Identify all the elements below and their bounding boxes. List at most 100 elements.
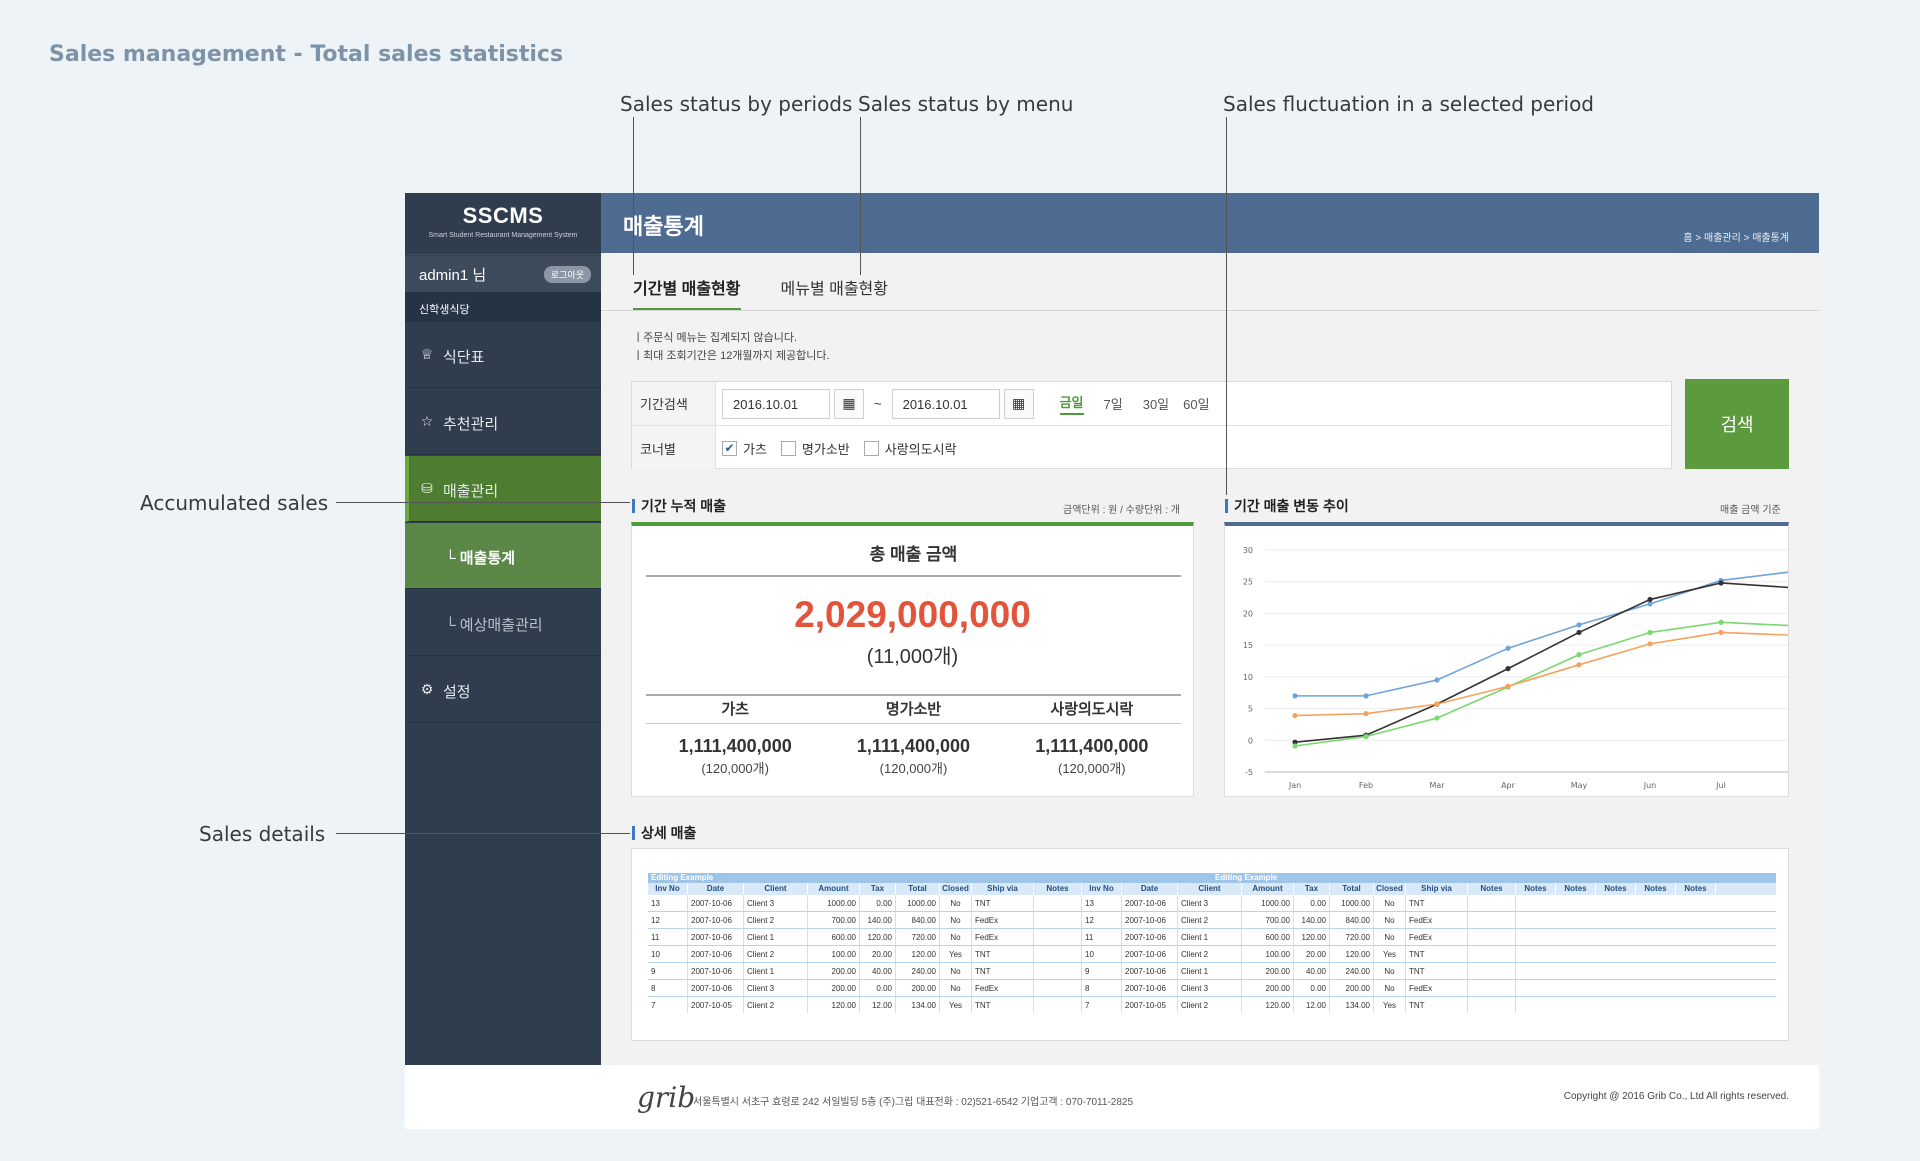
data-point — [1363, 733, 1369, 740]
detail-grid[interactable]: Editing Example Editing Example Inv No Date… — [648, 873, 1776, 1013]
column-header[interactable]: Tax — [860, 883, 896, 895]
grid-caption: Editing Example — [651, 873, 714, 882]
table-cell: 13 — [648, 895, 688, 911]
column-header[interactable]: Inv No — [1082, 883, 1122, 895]
table-cell: 2007-10-06 — [1122, 929, 1178, 945]
table-row[interactable]: 8 2007-10-06 Client 3 200.00 0.00 200.00 No Fed… — [648, 980, 1776, 997]
column-header[interactable]: Notes — [1516, 883, 1556, 895]
table-row[interactable]: 9 2007-10-06 Client 1 200.00 40.00 240.00 No TN… — [648, 963, 1776, 980]
tab-menu[interactable]: 메뉴별 매출현황 — [780, 281, 889, 298]
column-header[interactable]: Notes — [1556, 883, 1596, 895]
x-tick-label: Feb — [1359, 781, 1373, 790]
table-cell — [1468, 963, 1516, 979]
column-header[interactable]: Tax — [1294, 883, 1330, 895]
quick-30days[interactable]: 30일 — [1142, 397, 1170, 412]
table-cell — [1034, 980, 1082, 996]
nav-subitem-sales-stats[interactable]: └ 매출통계 — [405, 523, 601, 589]
column-header[interactable]: Notes — [1676, 883, 1716, 895]
nav-subitem-expected-sales[interactable]: └ 예상매출관리 — [405, 590, 601, 656]
grid-caption-row: Editing Example Editing Example — [648, 873, 1776, 883]
table-cell: 20.00 — [860, 946, 896, 962]
column-header[interactable]: Date — [1122, 883, 1178, 895]
corner-header-row: 가츠 명가소반 사랑의도시락 — [646, 694, 1181, 724]
column-header[interactable]: Closed — [1374, 883, 1406, 895]
table-cell: 11 — [648, 929, 688, 945]
quick-7days[interactable]: 7일 — [1103, 397, 1123, 412]
app-logo[interactable]: SSCMS Smart Student Restaurant Managemen… — [405, 193, 601, 255]
table-cell: FedEx — [972, 912, 1034, 928]
table-cell: Yes — [940, 997, 972, 1013]
table-row[interactable]: 7 2007-10-05 Client 2 120.00 12.00 134.00 Yes T… — [648, 997, 1776, 1013]
data-point — [1434, 715, 1440, 721]
table-cell: 2007-10-05 — [1122, 997, 1178, 1013]
table-cell: 120.00 — [1294, 929, 1330, 945]
table-cell: 2007-10-06 — [688, 929, 744, 945]
date-separator: ~ — [874, 396, 882, 411]
column-header[interactable]: Notes — [1596, 883, 1636, 895]
table-cell — [1034, 895, 1082, 911]
table-row[interactable]: 11 2007-10-06 Client 1 600.00 120.00 720.00 No… — [648, 929, 1776, 946]
table-cell: No — [1374, 980, 1406, 996]
nav-item-menu[interactable]: ♕ 식단표 — [405, 322, 601, 388]
nav-label: 매출관리 — [443, 483, 499, 500]
table-cell: 1000.00 — [1242, 895, 1294, 911]
table-row[interactable]: 12 2007-10-06 Client 2 700.00 140.00 840.00 No… — [648, 912, 1776, 929]
corner-row: 코너별 ✔ 가츠 명가소반 사랑의도시락 — [632, 426, 1671, 470]
table-cell: No — [940, 895, 972, 911]
table-cell — [1034, 912, 1082, 928]
total-sales-amount: 2,029,000,000 — [794, 594, 1031, 635]
table-cell: 720.00 — [1330, 929, 1374, 945]
column-header[interactable]: Total — [896, 883, 940, 895]
table-cell: 7 — [648, 997, 688, 1013]
column-header[interactable]: Client — [1178, 883, 1242, 895]
column-header[interactable]: Amount — [1242, 883, 1294, 895]
calendar-icon[interactable]: ▦ — [834, 388, 864, 419]
nav-item-sales[interactable]: ⛁ 매출관리 — [405, 456, 601, 522]
quick-60days[interactable]: 60일 — [1183, 397, 1210, 412]
logo-subtitle: Smart Student Restaurant Management Syst… — [428, 232, 578, 239]
tab-periods[interactable]: 기간별 매출현황 — [633, 275, 741, 311]
logout-button[interactable]: 로그아웃 — [543, 266, 591, 283]
column-header[interactable]: Notes — [1034, 883, 1082, 895]
data-point — [1292, 743, 1298, 749]
column-header[interactable]: Notes — [1636, 883, 1676, 895]
corner-checkbox-katsu[interactable]: ✔ 가츠 — [722, 439, 767, 458]
table-cell: 0.00 — [860, 980, 896, 996]
checkbox-label: 사랑의도시락 — [884, 441, 957, 457]
column-header[interactable]: Notes — [1468, 883, 1516, 895]
table-cell: Client 3 — [744, 895, 808, 911]
search-button[interactable]: 검색 — [1685, 379, 1789, 469]
date-from-input[interactable]: 2016.10.01 — [722, 388, 830, 419]
nav-item-recommend[interactable]: ☆ 추천관리 — [405, 389, 601, 455]
logo-text: SSCMS — [462, 203, 544, 228]
table-cell: 2007-10-06 — [1122, 963, 1178, 979]
table-row[interactable]: 10 2007-10-06 Client 2 100.00 20.00 120.00 Yes… — [648, 946, 1776, 963]
table-cell — [1034, 963, 1082, 979]
column-header[interactable]: Date — [688, 883, 744, 895]
table-cell: 2007-10-06 — [1122, 946, 1178, 962]
grid-caption: Editing Example — [1215, 873, 1278, 882]
table-row[interactable]: 13 2007-10-06 Client 3 1000.00 0.00 1000.00 No… — [648, 895, 1776, 912]
leader-line — [633, 117, 634, 275]
column-header[interactable]: Inv No — [648, 883, 688, 895]
checkbox[interactable] — [780, 440, 796, 456]
quick-today[interactable]: 금일 — [1059, 392, 1084, 415]
nav-item-settings[interactable]: ⚙ 설정 — [405, 657, 601, 723]
corner-checkbox-dosirak[interactable]: 사랑의도시락 — [863, 439, 957, 458]
table-cell: 200.00 — [808, 963, 860, 979]
table-cell: TNT — [1406, 997, 1468, 1013]
calendar-icon[interactable]: ▦ — [1003, 388, 1034, 419]
corner-checkbox-myeongga[interactable]: 명가소반 — [780, 439, 850, 458]
column-header[interactable]: Closed — [940, 883, 972, 895]
column-header[interactable]: Ship via — [1406, 883, 1468, 895]
checkbox[interactable]: ✔ — [722, 440, 737, 456]
column-header[interactable]: Total — [1330, 883, 1374, 895]
column-header[interactable]: Client — [744, 883, 808, 895]
date-to-input[interactable]: 2016.10.01 — [891, 388, 1000, 419]
column-header[interactable]: Amount — [808, 883, 860, 895]
column-header[interactable]: Ship via — [972, 883, 1034, 895]
data-point — [1576, 652, 1582, 658]
corner-count: (120,000개) — [879, 761, 948, 776]
grid-header-row: Inv No Date Client Amount Tax Total Closed Ship… — [648, 883, 1776, 895]
checkbox[interactable] — [863, 440, 879, 456]
